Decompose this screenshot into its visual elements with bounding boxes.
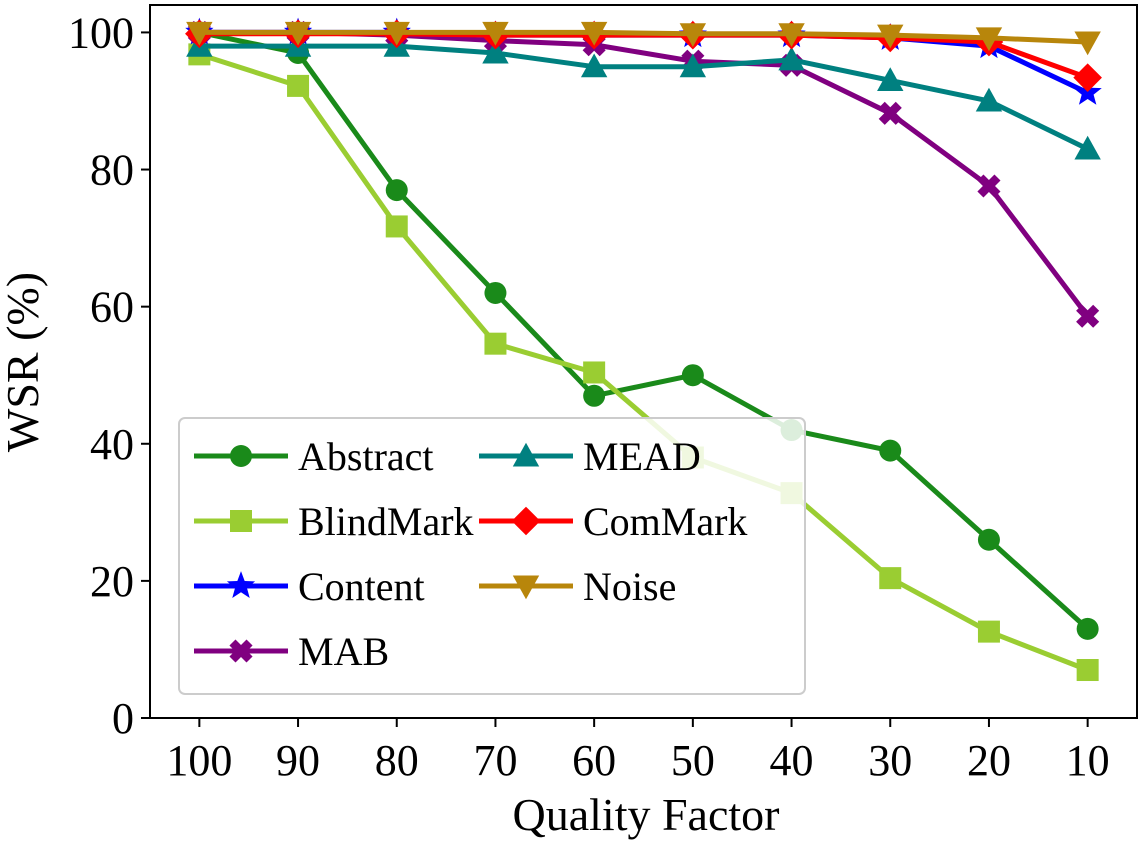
data-point-mead [778, 46, 805, 71]
data-point-mab [977, 174, 1001, 198]
legend-label: MEAD [583, 434, 701, 479]
data-point-blindmark [484, 332, 507, 355]
legend-item-mead: MEAD [479, 434, 701, 479]
series-noise [186, 21, 1101, 56]
data-point-noise [1074, 31, 1101, 56]
x-axis-label: Quality Factor [513, 789, 780, 840]
data-point-noise [679, 23, 707, 47]
legend-marker [230, 445, 252, 467]
legend-label: Noise [583, 564, 676, 609]
y-tick-label: 20 [90, 557, 134, 606]
data-point-mead [877, 67, 904, 91]
y-axis-ticks: 0 20 40 60 80 100 [68, 8, 150, 743]
data-point-mead [1074, 135, 1101, 160]
data-point-abstract [583, 384, 606, 407]
legend-label: Abstract [298, 434, 434, 479]
y-tick-label: 0 [112, 694, 134, 743]
data-point-noise [186, 21, 213, 46]
x-tick-label: 50 [671, 736, 715, 785]
y-tick-label: 100 [68, 8, 134, 57]
data-point-mab [878, 101, 902, 125]
data-point-noise [975, 27, 1003, 52]
series-mead [186, 32, 1101, 160]
data-point-abstract [681, 364, 704, 387]
legend-marker [512, 575, 540, 600]
data-point-blindmark [287, 74, 310, 97]
x-tick-label: 60 [572, 736, 616, 785]
data-point-abstract [1076, 617, 1099, 640]
series-line-abstract [196, 29, 1091, 632]
legend-item-abstract: Abstract [194, 434, 434, 479]
series-line-mead [196, 43, 1091, 152]
data-point-abstract [385, 179, 408, 202]
legend-label: Content [298, 564, 425, 609]
data-point-noise [284, 21, 312, 46]
data-point-mead [580, 53, 608, 78]
legend-item-blindmark: BlindMark [194, 499, 474, 544]
data-point-abstract [879, 439, 902, 462]
data-point-mead [975, 87, 1003, 112]
x-tick-label: 20 [967, 736, 1011, 785]
legend: Abstract BlindMark Content MAB MEAD ComMark No… [178, 417, 806, 695]
legend-label: MAB [298, 629, 389, 674]
data-point-noise [580, 21, 608, 46]
data-point-mead [482, 39, 509, 64]
data-point-noise [383, 21, 410, 46]
data-point-mead [679, 53, 707, 78]
x-tick-label: 30 [868, 736, 912, 785]
legend-label: ComMark [583, 499, 747, 544]
data-point-blindmark [385, 215, 408, 238]
y-tick-label: 80 [90, 146, 134, 195]
legend-marker [226, 571, 256, 599]
x-tick-label: 90 [276, 736, 320, 785]
data-point-blindmark [879, 567, 902, 590]
data-point-abstract [484, 281, 507, 304]
legend-box [178, 417, 806, 695]
series-line-noise [196, 29, 1091, 45]
x-tick-label: 70 [473, 736, 517, 785]
data-point-abstract [977, 528, 1000, 551]
x-tick-label: 10 [1066, 736, 1110, 785]
legend-label: BlindMark [298, 499, 474, 544]
legend-item-commark: ComMark [479, 499, 747, 544]
data-point-blindmark [583, 361, 606, 384]
data-point-blindmark [1076, 659, 1099, 682]
x-axis-ticks: 100 90 80 70 60 50 40 30 20 10 [166, 718, 1110, 785]
data-point-commark [1073, 63, 1102, 92]
series-layer [185, 17, 1102, 682]
y-tick-label: 60 [90, 283, 134, 332]
series-line-blindmark [196, 51, 1091, 673]
legend-marker [511, 506, 541, 536]
data-point-blindmark [977, 620, 1000, 643]
legend-item-noise: Noise [479, 564, 676, 609]
data-point-noise [482, 21, 509, 46]
x-tick-label: 40 [770, 736, 814, 785]
y-axis-label: WSR (%) [0, 272, 48, 452]
x-tick-label: 100 [166, 736, 232, 785]
x-tick-label: 80 [375, 736, 419, 785]
data-point-mab [1076, 304, 1100, 328]
data-point-noise [778, 23, 805, 47]
legend-marker [229, 639, 253, 663]
legend-marker [230, 510, 252, 532]
y-tick-label: 40 [90, 420, 134, 469]
legend-marker [512, 442, 540, 467]
legend-item-mab: MAB [194, 629, 389, 674]
legend-item-content: Content [194, 564, 425, 609]
data-point-noise [877, 24, 904, 49]
